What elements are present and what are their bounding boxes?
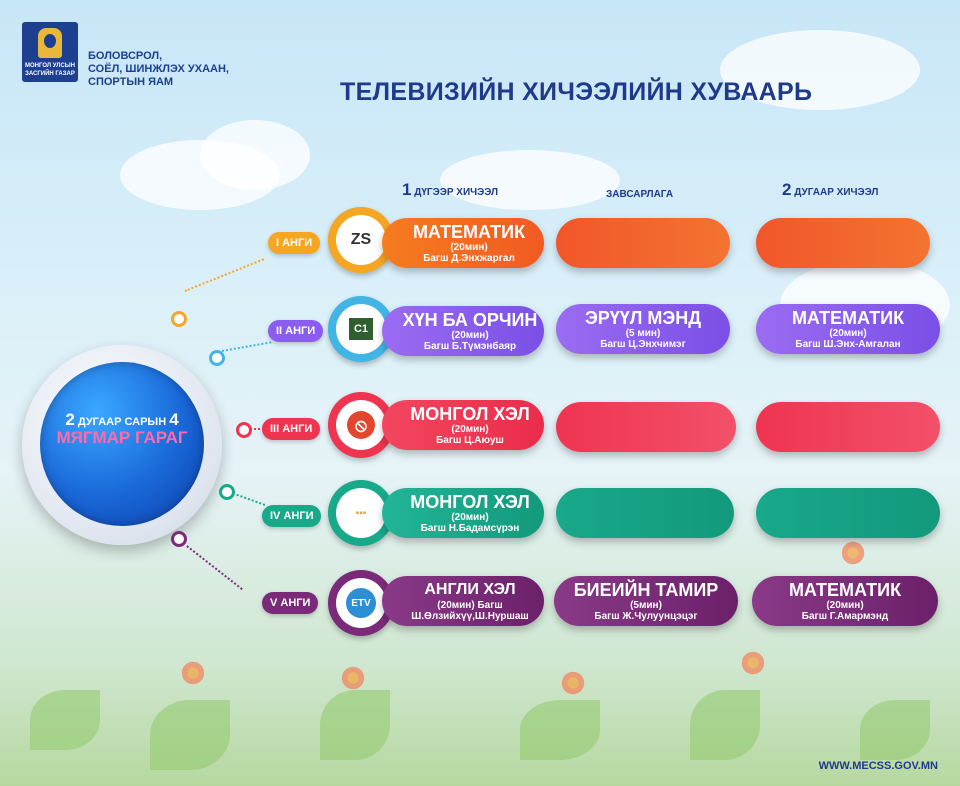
- connector-dot: [219, 484, 235, 500]
- lesson2-card-empty: [756, 488, 940, 538]
- flower: [560, 670, 586, 696]
- subject: МОНГОЛ ХЭЛ: [410, 492, 530, 512]
- lesson-card: АНГЛИ ХЭЛ (20мин) Багш Ш.Өлзийхүү,Ш.Нурш…: [382, 576, 544, 626]
- cloud: [440, 150, 620, 210]
- website-link[interactable]: WWW.MECSS.GOV.MN: [818, 760, 938, 772]
- teacher: Багш Д.Энхжаргал: [423, 253, 515, 264]
- logo-line: ЗАСГИЙН ГАЗАР: [25, 71, 75, 77]
- cloud: [200, 120, 310, 190]
- duration: (5мин): [630, 600, 662, 611]
- duration: (20мин): [451, 330, 489, 341]
- duration: (20мин) Багш: [437, 600, 503, 611]
- lesson-card: МАТЕМАТИК (20мин) Багш Д.Энхжаргал: [382, 218, 544, 268]
- lesson2-card-empty: [756, 218, 930, 268]
- lesson-card: ХҮН БА ОРЧИН (20мин) Багш Б.Түмэнбаяр: [382, 306, 544, 356]
- connector-dot: [171, 531, 187, 547]
- subject: МАТЕМАТИК: [791, 308, 905, 328]
- subject: МАТЕМАТИК: [788, 580, 902, 600]
- ministry-line: БОЛОВСРОЛ,: [88, 50, 163, 62]
- flower: [740, 650, 766, 676]
- break-card: ЭРҮҮЛ МЭНД (5 мин) Багш Ц.Энхчимэг: [556, 304, 730, 354]
- leaf: [860, 700, 930, 760]
- etv-channel-logo: ETV: [346, 588, 376, 618]
- day-number: 4: [169, 410, 179, 429]
- duration: (20мин): [829, 328, 867, 339]
- duration: (20мин): [451, 424, 489, 435]
- logo-line: МОНГОЛ УЛСЫН: [25, 63, 75, 69]
- leaf: [520, 700, 600, 760]
- lesson1-label: ДҮГЭЭР ХИЧЭЭЛ: [414, 187, 499, 198]
- channel-ring: ▪▪▪: [328, 480, 394, 546]
- lesson1-number: 1: [402, 180, 412, 199]
- column-header-break: ЗАВСАРЛАГА: [606, 189, 674, 200]
- month-number: 2: [65, 410, 75, 429]
- connector-dot: [171, 311, 187, 327]
- teacher: Багш Ш.Энх-Амгалан: [795, 339, 901, 350]
- duration: (20мин): [451, 512, 489, 523]
- channel-logo-green: ▪▪▪: [355, 507, 367, 519]
- teacher: Багш Ц.Аюуш: [436, 435, 504, 446]
- lesson2-label: ДУГААР ХИЧЭЭЛ: [794, 187, 879, 198]
- flower: [840, 540, 866, 566]
- teacher: Багш Б.Түмэнбаяр: [423, 341, 517, 352]
- flower: [180, 660, 206, 686]
- grade-label: III АНГИ: [262, 418, 321, 440]
- subject: МАТЕМАТИК: [412, 222, 526, 242]
- channel-logo-red: ⦸: [347, 411, 375, 439]
- lesson2-card: МАТЕМАТИК (20мин) Багш Г.Амармэнд: [752, 576, 938, 626]
- page-title: ТЕЛЕВИЗИЙН ХИЧЭЭЛИЙН ХУВААРЬ: [340, 78, 813, 106]
- ministry-name: БОЛОВСРОЛ, СОЁЛ, ШИНЖЛЭХ УХААН, СПОРТЫН …: [88, 50, 229, 89]
- teacher: Ш.Өлзийхүү,Ш.Нуршаш: [411, 611, 529, 622]
- c1-channel-logo: C1: [349, 318, 373, 340]
- grade-label: V АНГИ: [262, 592, 319, 614]
- connector: [250, 428, 268, 430]
- grade-label: I АНГИ: [268, 232, 321, 254]
- flower: [340, 665, 366, 691]
- connector-dot: [236, 422, 252, 438]
- teacher: Багш Ж.Чулуунцэцэг: [594, 611, 698, 622]
- ministry-line: СОЁЛ, ШИНЖЛЭХ УХААН,: [88, 63, 229, 75]
- weekday: МЯГМАР ГАРАГ: [56, 428, 188, 447]
- leaf: [690, 690, 760, 760]
- subject: АНГЛИ ХЭЛ: [424, 581, 516, 598]
- subject: МОНГОЛ ХЭЛ: [410, 404, 530, 424]
- duration: (20мин): [450, 242, 488, 253]
- duration: (5 мин): [625, 328, 661, 339]
- ministry-line: СПОРТЫН ЯАМ: [88, 76, 174, 88]
- teacher: Багш Ц.Энхчимэг: [600, 339, 686, 350]
- break-card-empty: [556, 218, 730, 268]
- lesson2-number: 2: [782, 180, 792, 199]
- cloud: [720, 30, 920, 110]
- connector-dot: [209, 350, 225, 366]
- channel-ring: ⦸: [328, 392, 394, 458]
- break-card: БИЕИЙН ТАМИР (5мин) Багш Ж.Чулуунцэцэг: [554, 576, 738, 626]
- subject: БИЕИЙН ТАМИР: [573, 580, 719, 600]
- government-emblem-logo: МОНГОЛ УЛСЫН ЗАСГИЙН ГАЗАР: [22, 22, 78, 82]
- break-card-empty: [556, 402, 736, 452]
- channel-ring: C1: [328, 296, 394, 362]
- subject: ХҮН БА ОРЧИН: [402, 310, 538, 330]
- teacher: Багш Г.Амармэнд: [801, 611, 889, 622]
- grade-label: IV АНГИ: [262, 505, 322, 527]
- date-circle-inner: [40, 362, 204, 526]
- lesson-card: МОНГОЛ ХЭЛ (20мин) Багш Н.Бадамсүрэн: [382, 488, 544, 538]
- leaf: [320, 690, 390, 760]
- column-header-lesson2: 2 ДУГААР ХИЧЭЭЛ: [782, 180, 878, 200]
- lesson-card: МОНГОЛ ХЭЛ (20мин) Багш Ц.Аюуш: [382, 400, 544, 450]
- month-label: ДУГААР САРЫН: [77, 416, 167, 428]
- break-card-empty: [556, 488, 734, 538]
- column-header-lesson1: 1 ДҮГЭЭР ХИЧЭЭЛ: [402, 180, 498, 200]
- teacher: Багш Н.Бадамсүрэн: [420, 523, 520, 534]
- lesson2-card-empty: [756, 402, 940, 452]
- leaf: [150, 700, 230, 770]
- emblem-center: [44, 34, 56, 48]
- duration: (20мин): [826, 600, 864, 611]
- zs-channel-logo: ZS: [350, 231, 372, 248]
- leaf: [30, 690, 100, 750]
- grade-label: II АНГИ: [268, 320, 324, 342]
- date-line: 2 ДУГААР САРЫН 4: [40, 410, 204, 430]
- lesson2-card: МАТЕМАТИК (20мин) Багш Ш.Энх-Амгалан: [756, 304, 940, 354]
- subject: ЭРҮҮЛ МЭНД: [584, 308, 702, 328]
